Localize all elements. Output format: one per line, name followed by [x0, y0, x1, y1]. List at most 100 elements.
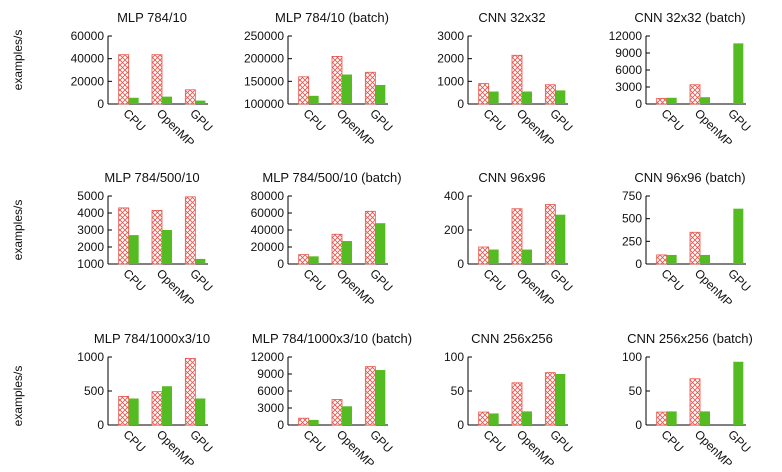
y-tick-label: 9000	[615, 46, 642, 60]
bar-solid	[195, 100, 206, 104]
y-tick-label: 5000	[77, 189, 104, 203]
chart-title: CNN 32x32 (batch)	[634, 10, 745, 25]
y-tick-label: 40000	[71, 52, 105, 66]
category-label: CPU	[481, 266, 509, 294]
category-label: CPU	[301, 266, 329, 294]
bar-hatched	[151, 391, 163, 426]
category-label: GPU	[187, 106, 215, 134]
chart-panel-2: MLP 784/10 (batch) 250000 200000 150000 1000…	[244, 10, 396, 150]
chart-title: MLP 784/10 (batch)	[275, 10, 389, 25]
bar-hatched	[656, 97, 668, 105]
bar-hatched	[689, 378, 701, 426]
y-tick-label: 50	[451, 384, 465, 398]
category-label: CPU	[481, 106, 509, 134]
y-tick-label: 750	[622, 189, 642, 203]
y-tick-label: 60000	[71, 29, 105, 43]
bar-solid	[555, 90, 566, 104]
bar-hatched	[184, 196, 196, 265]
bar-solid	[700, 411, 710, 425]
bar-hatched	[478, 411, 490, 426]
y-tick-label: 12000	[251, 350, 285, 364]
y-tick-label: 3000	[257, 401, 284, 415]
bar-solid	[700, 254, 710, 264]
y-tick-label: 400	[444, 189, 464, 203]
bar-hatched	[184, 357, 196, 426]
category-label: GPU	[367, 266, 395, 294]
y-tick-label: 250000	[244, 29, 284, 43]
category-label: CPU	[301, 427, 329, 455]
y-tick-label: 1000	[77, 257, 104, 271]
bar-solid	[488, 249, 499, 264]
y-tick-label: 2000	[77, 240, 104, 254]
bar-solid	[342, 241, 352, 264]
bar-hatched	[656, 411, 668, 426]
category-label: CPU	[121, 266, 149, 294]
y-tick-label: 1000	[437, 74, 464, 88]
bar-solid	[733, 43, 744, 104]
bar-solid	[555, 214, 566, 264]
chart-title: CNN 256x256	[471, 331, 553, 346]
y-tick-label: 60000	[251, 206, 285, 220]
category-label: CPU	[659, 427, 687, 455]
bar-solid	[195, 258, 206, 264]
y-tick-label: 0	[457, 418, 464, 432]
y-tick-label: 0	[277, 418, 284, 432]
y-tick-label: 20000	[251, 240, 285, 254]
y-tick-label: 3000	[437, 29, 464, 43]
bar-solid	[342, 406, 352, 425]
bar-hatched	[298, 254, 310, 265]
bar-hatched	[118, 207, 130, 265]
category-label: CPU	[121, 427, 149, 455]
bar-solid	[375, 370, 386, 425]
category-label: GPU	[187, 266, 215, 294]
bar-solid	[733, 208, 744, 264]
y-tick-label: 200000	[244, 52, 284, 66]
category-label: CPU	[659, 106, 687, 134]
y-tick-label: 100000	[244, 97, 284, 111]
y-tick-label: 100	[622, 350, 642, 364]
bar-hatched	[478, 246, 490, 265]
y-tick-label: 0	[97, 97, 104, 111]
y-tick-label: 0	[277, 257, 284, 271]
y-tick-label: 50	[629, 384, 643, 398]
category-label: CPU	[121, 106, 149, 134]
bar-hatched	[331, 56, 343, 105]
y-tick-label: 2000	[437, 52, 464, 66]
category-label: GPU	[725, 266, 753, 294]
bar-hatched	[118, 396, 130, 426]
bar-hatched	[656, 254, 668, 265]
bar-hatched	[544, 84, 556, 105]
bar-solid	[195, 398, 206, 425]
bar-solid	[308, 419, 319, 425]
bar-hatched	[478, 83, 490, 105]
y-tick-label: 3000	[77, 223, 104, 237]
category-label: CPU	[301, 106, 329, 134]
chart-panel-10: MLP 784/1000x3/10 (batch) 12000 9000 6000 30…	[251, 331, 412, 471]
bar-hatched	[151, 54, 163, 105]
category-label: GPU	[547, 427, 575, 455]
y-tick-label: 0	[97, 418, 104, 432]
chart-title: CNN 96x96 (batch)	[634, 170, 745, 185]
chart-title: MLP 784/10	[117, 10, 187, 25]
chart-title: MLP 784/1000x3/10	[94, 331, 210, 346]
y-axis-label-row-1: examples/s	[11, 30, 25, 91]
bar-hatched	[511, 208, 523, 265]
bar-solid	[162, 386, 172, 425]
chart-title: MLP 784/500/10 (batch)	[262, 170, 401, 185]
bar-solid	[375, 223, 386, 264]
y-tick-label: 150000	[244, 74, 284, 88]
bar-solid	[375, 84, 386, 104]
bar-solid	[555, 374, 566, 425]
bar-hatched	[331, 399, 343, 426]
chart-title: CNN 96x96	[478, 170, 545, 185]
category-label: GPU	[725, 427, 753, 455]
y-tick-label: 500	[622, 212, 642, 226]
y-tick-label: 200	[444, 223, 464, 237]
